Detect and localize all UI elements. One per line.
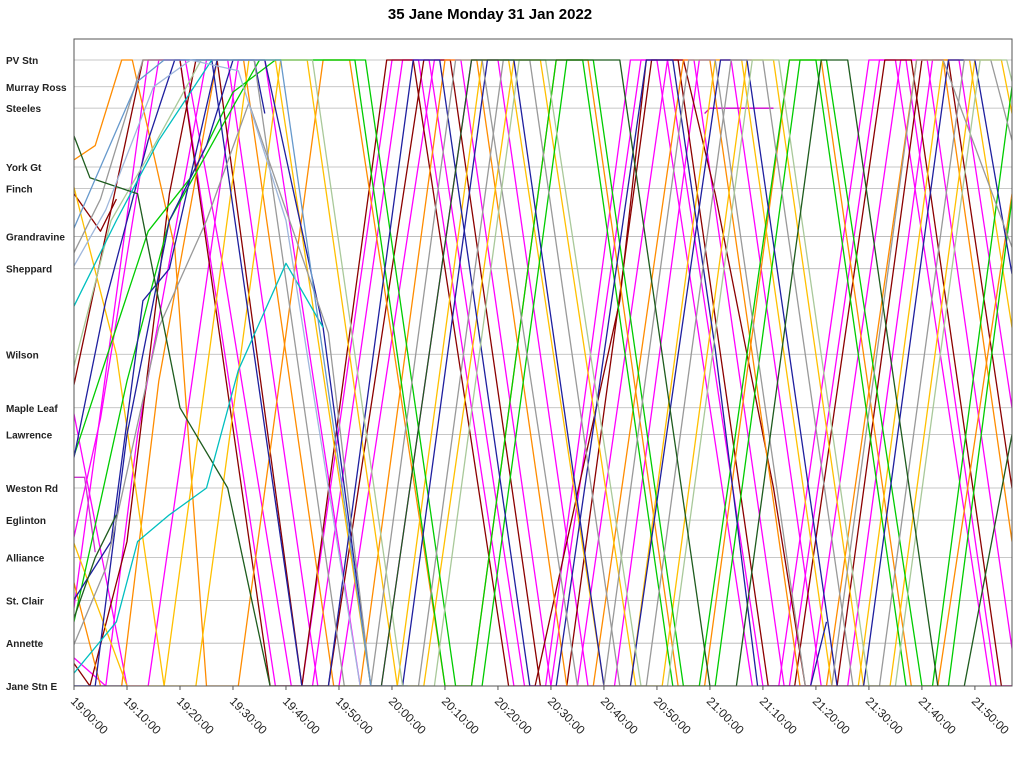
vehicle-trip-line [74,514,117,621]
vehicle-trip-line [74,59,213,308]
vehicle-trip-line [74,59,1012,686]
x-tick-label: 21:50:00 [969,694,1012,737]
vehicle-trip-line [74,59,408,686]
x-tick-label: 19:10:00 [121,694,164,737]
stop-label: St. Clair [6,596,44,607]
vehicle-trip-line [704,107,774,114]
trip-layer [74,59,1012,686]
stop-label: Weston Rd [6,484,58,495]
stop-label: Lawrence [6,431,53,442]
x-tick-label: 21:00:00 [704,694,747,737]
vehicle-trip-line [74,192,117,232]
vehicle-trip-line [74,59,1012,686]
stop-label: PV Stn [6,56,38,67]
x-tick-label: 21:20:00 [810,694,853,737]
stop-label: Eglinton [6,516,46,527]
x-tick-label: 21:40:00 [916,694,959,737]
vehicle-trip-line [74,476,96,553]
vehicle-trip-line [74,59,1012,686]
x-tick-label: 19:00:00 [68,694,111,737]
x-axis-labels: 19:00:00 19:10:00 19:20:00 19:30:00 19:40:00… [68,686,1012,737]
x-tick-label: 19:40:00 [280,694,323,737]
stop-label: Maple Leaf [6,404,58,415]
stop-label: Grandravine [6,233,65,244]
stop-label: Finch [6,184,33,195]
stop-label: Steeles [6,104,41,115]
x-tick-label: 20:50:00 [651,694,694,737]
vehicle-trip-line [74,59,1012,686]
vehicle-trip-line [74,59,1012,686]
x-tick-label: 21:30:00 [863,694,906,737]
x-tick-label: 20:30:00 [545,694,588,737]
x-tick-label: 21:10:00 [757,694,800,737]
x-tick-label: 20:40:00 [598,694,641,737]
stop-label: Murray Ross [6,83,67,94]
stop-label: York Gt [6,163,42,174]
stop-label: Wilson [6,350,39,361]
x-tick-label: 19:30:00 [227,694,270,737]
vehicle-trip-line [74,59,392,686]
x-tick-label: 20:20:00 [492,694,535,737]
x-tick-label: 20:10:00 [439,694,482,737]
vehicle-trip-line [74,59,1012,686]
plot-frame [73,38,1013,687]
x-tick-label: 20:00:00 [386,694,429,737]
stop-label: Sheppard [6,265,52,276]
vehicle-trip-line [74,262,324,675]
vehicle-trip-line [74,59,828,686]
x-tick-label: 19:20:00 [174,694,217,737]
y-axis-labels: PV Stn Murray Ross Steeles York Gt Finch Gran… [6,56,67,693]
chart-title: 35 Jane Monday 31 Jan 2022 [387,6,593,23]
stop-label: Jane Stn E [6,682,57,693]
stop-label: Annette [6,639,44,650]
vehicle-trip-line [74,59,1012,686]
vehicle-trip-line [74,59,1012,686]
vehicle-trip-line [74,59,1012,686]
stop-label: Alliance [6,554,45,565]
x-tick-label: 19:50:00 [333,694,376,737]
